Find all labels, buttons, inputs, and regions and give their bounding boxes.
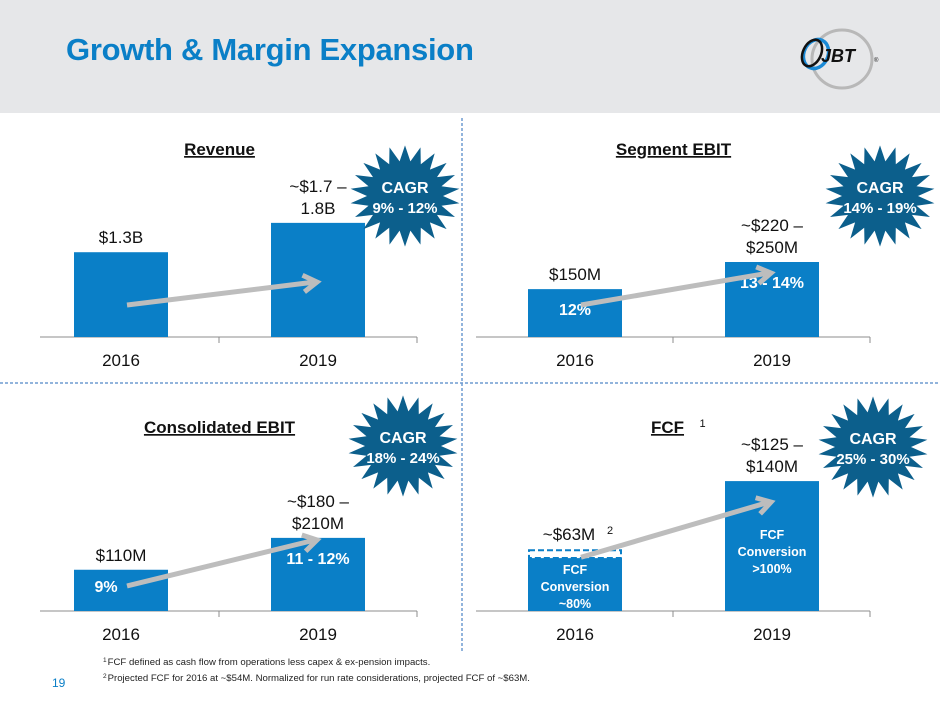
data-label: $110M [96,546,147,565]
trend-arrow-shaft [580,270,770,308]
footnote-2: 2Projected FCF for 2016 at ~$54M. Normal… [103,670,530,686]
footnotes: 1FCF defined as cash flow from operation… [103,654,530,686]
trend-arrow [580,495,776,560]
x-tick-label: 2019 [299,625,337,644]
chart-title: Segment EBIT [616,140,732,159]
chart-panel-consolidated-ebit: Consolidated EBIT 2016 $110M 9% 2019 ~$180 – $… [40,395,458,644]
cagr-range: 18% - 24% [366,450,439,467]
x-tick-label: 2016 [102,625,140,644]
cagr-starburst [348,395,458,497]
jbt-logo: JBT ® [800,28,879,90]
bar [74,252,168,337]
trend-arrow-head [754,495,776,516]
logo-text: JBT [821,46,857,66]
bar-inner-label: FCF [760,528,785,542]
data-label: $150M [549,265,601,284]
bar-inner-label: 13 - 14% [740,275,804,292]
trend-arrow-head [301,273,322,294]
footnote-marker: 2 [103,673,107,680]
cagr-badge: CAGR 14% - 19% [825,145,935,247]
bar [528,289,622,337]
cagr-range: 14% - 19% [843,200,916,217]
x-tick-label: 2019 [753,351,791,370]
bar-inner-label: >100% [752,562,791,576]
trend-arrow [580,264,776,308]
data-label-superscript: 2 [607,525,613,537]
footnote-1: 1FCF defined as cash flow from operation… [103,654,530,670]
page-title: Growth & Margin Expansion [66,32,474,67]
cagr-badge: CAGR 25% - 30% [818,396,928,498]
cagr-badge: CAGR 9% - 12% [350,145,460,247]
data-label: $210M [292,514,344,533]
footnote-marker: 1 [103,657,107,664]
cagr-label: CAGR [849,431,897,448]
x-tick-label: 2016 [556,351,594,370]
cagr-label: CAGR [856,180,904,197]
bar [271,537,365,611]
bar [528,558,622,611]
x-tick-label: 2019 [753,625,791,644]
bar-inner-label: 9% [94,579,117,596]
chart-title: Revenue [184,140,255,159]
data-label: $140M [746,457,798,476]
trend-arrow [126,273,322,308]
trend-arrow [126,532,322,589]
data-label: $1.3B [99,228,143,247]
cagr-range: 25% - 30% [836,451,909,468]
header-band [0,0,940,113]
chart-panel-revenue: Revenue 2016 $1.3B 2019 ~$1.7 – 1.8B CAGR 9% - … [40,140,460,370]
data-label: $250M [746,238,798,257]
chart-title: Consolidated EBIT [144,418,296,437]
footnote-text: Projected FCF for 2016 at ~$54M. Normali… [107,673,530,684]
bar [74,569,168,611]
logo-registered: ® [874,57,879,64]
data-label: ~$220 – [741,216,803,235]
bar-inner-label: 11 - 12% [286,551,349,568]
cagr-starburst [818,396,928,498]
data-label: ~$63M [543,525,595,544]
trend-arrow-shaft [126,537,316,589]
data-label: ~$125 – [741,435,803,454]
trend-arrow-shaft [126,279,316,308]
cagr-badge: CAGR 18% - 24% [348,395,458,497]
trend-arrow-shaft [580,499,770,560]
cagr-starburst [825,145,935,247]
bar-inner-label: ~80% [559,597,591,611]
cagr-label: CAGR [381,180,429,197]
cagr-starburst [350,145,460,247]
bar-dashed-extension [528,549,622,560]
footnote-text: FCF defined as cash flow from operations… [107,657,431,668]
data-label: ~$1.7 – [289,177,347,196]
bar-inner-label: Conversion [541,580,610,594]
x-tick-label: 2016 [556,625,594,644]
chart-title: FCF [651,418,684,437]
data-label: ~$180 – [287,492,349,511]
cagr-range: 9% - 12% [372,200,437,217]
trend-arrow-head [301,532,322,554]
chart-panel-fcf: FCF 1 2016 ~$63M 2 FCF Conversion ~80% 2019 ~$125… [476,396,928,644]
page-number: 19 [52,676,66,690]
cagr-label: CAGR [379,430,427,447]
bar-inner-label: FCF [563,563,588,577]
data-label: 1.8B [301,199,336,218]
chart-title-superscript: 1 [700,418,706,430]
x-tick-label: 2019 [299,351,337,370]
bar-inner-label: Conversion [738,545,807,559]
logo-swoosh-black [800,38,824,68]
trend-arrow-head [755,264,776,286]
logo-swoosh-gray [810,28,874,90]
x-tick-label: 2016 [102,351,140,370]
